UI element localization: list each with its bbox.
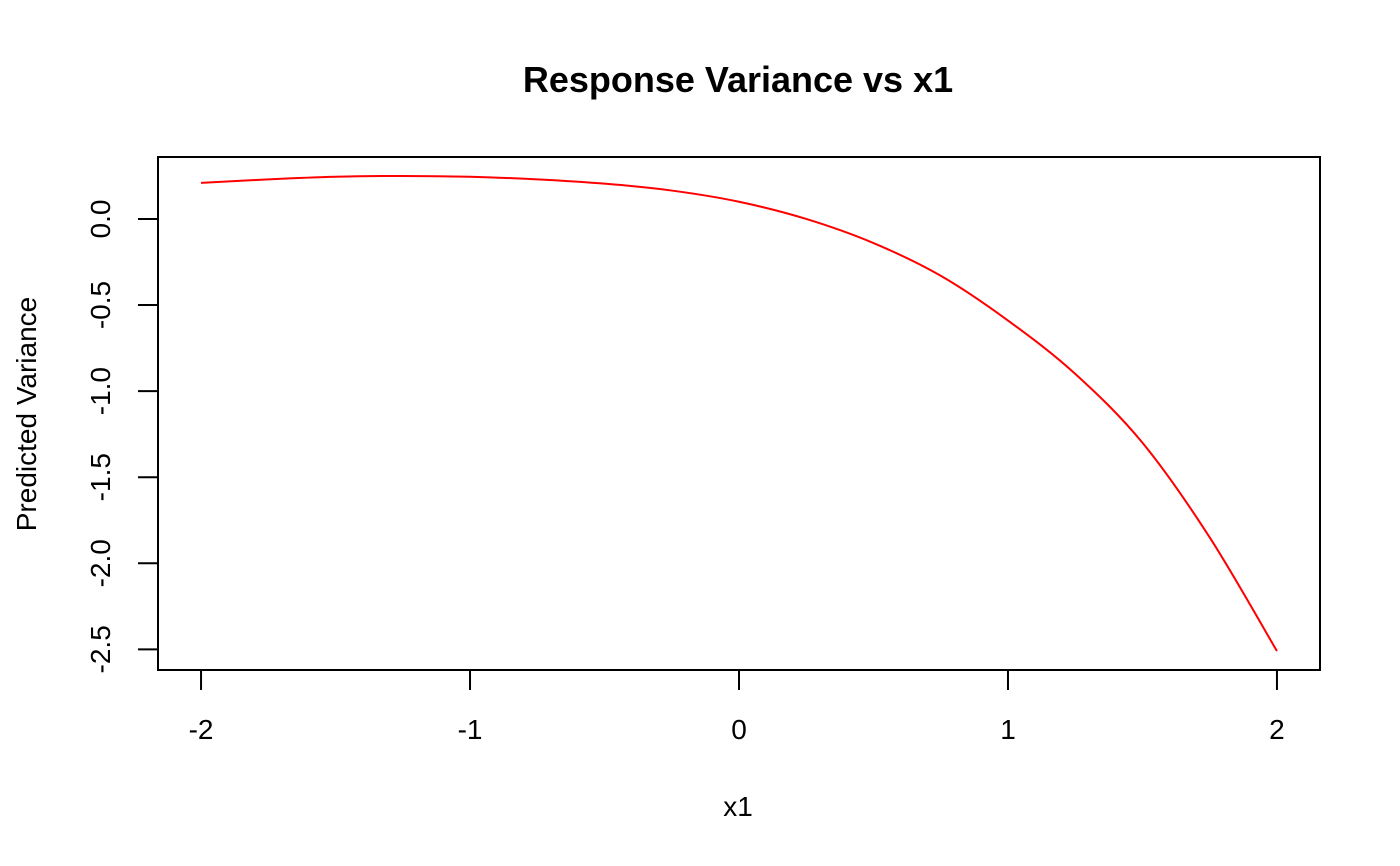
y-tick-label: -2.0 (85, 539, 116, 587)
x-tick-label: 1 (1000, 714, 1016, 745)
y-tick-label: -1.5 (85, 453, 116, 501)
x-tick-label: -1 (458, 714, 483, 745)
y-axis: 0.0 -0.5 -1.0 -1.5 -2.0 -2.5 (85, 200, 159, 673)
x-tick-label: 0 (731, 714, 747, 745)
x-axis-label: x1 (723, 791, 753, 822)
y-axis-label: Predicted Variance (11, 297, 42, 532)
x-tick-label: 2 (1269, 714, 1285, 745)
x-tick-label: -2 (189, 714, 214, 745)
y-tick-label: 0.0 (85, 200, 116, 239)
series-layer (200, 174, 1278, 652)
y-tick-label: -0.5 (85, 281, 116, 329)
chart-title: Response Variance vs x1 (523, 59, 953, 100)
x-axis: -2 -1 0 1 2 (189, 669, 1285, 745)
y-tick-label: -2.5 (85, 625, 116, 673)
series-line-0 (200, 174, 1278, 652)
y-tick-label: -1.0 (85, 367, 116, 415)
plot-frame (157, 156, 1321, 671)
